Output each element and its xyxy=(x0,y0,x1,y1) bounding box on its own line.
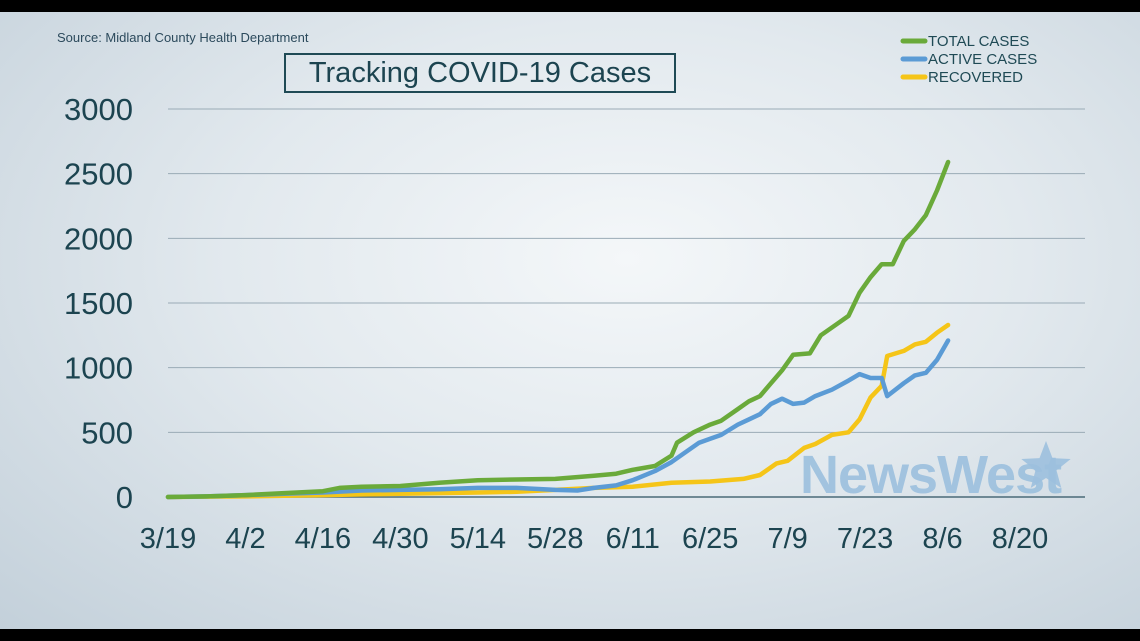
y-tick-label: 2500 xyxy=(64,157,133,192)
line-chart: 0 500 1000 1500 2000 2500 3000 3/19 4/2 4/16 4/30 5… xyxy=(64,33,1085,555)
source-label: Source: Midland County Health Department xyxy=(57,30,309,45)
x-tick-label: 6/25 xyxy=(682,523,738,555)
x-tick-label: 7/9 xyxy=(767,523,807,555)
x-tick-label: 4/2 xyxy=(225,523,265,555)
chart-title: Tracking COVID-19 Cases xyxy=(284,53,676,93)
y-tick-label: 0 xyxy=(116,480,133,515)
x-tick-label: 3/19 xyxy=(140,523,196,555)
legend-label-total-cases: TOTAL CASES xyxy=(928,33,1029,50)
legend-label-active-cases: ACTIVE CASES xyxy=(928,51,1037,68)
x-tick-label: 8/20 xyxy=(992,523,1048,555)
watermark-text: NewsWest xyxy=(800,445,1062,505)
x-tick-label: 4/16 xyxy=(295,523,351,555)
x-tick-label: 4/30 xyxy=(372,523,428,555)
y-tick-label: 2000 xyxy=(64,221,133,256)
x-tick-label: 8/6 xyxy=(922,523,962,555)
legend-label-recovered: RECOVERED xyxy=(928,69,1023,86)
series-line-total-cases xyxy=(165,159,951,500)
chart-background: Source: Midland County Health Department… xyxy=(0,12,1140,629)
newswest-watermark: NewsWest xyxy=(800,441,1071,505)
y-tick-label: 1500 xyxy=(64,286,133,321)
y-tick-label: 500 xyxy=(81,415,133,450)
series-line-recovered xyxy=(165,322,951,500)
x-tick-label: 5/14 xyxy=(450,523,506,555)
series-line-active-cases xyxy=(165,338,951,500)
star-icon xyxy=(1021,441,1071,488)
x-tick-label: 5/28 xyxy=(527,523,583,555)
x-tick-label: 7/23 xyxy=(837,523,893,555)
y-tick-label: 3000 xyxy=(64,92,133,127)
x-tick-label: 6/11 xyxy=(606,523,660,555)
y-tick-label: 1000 xyxy=(64,351,133,386)
